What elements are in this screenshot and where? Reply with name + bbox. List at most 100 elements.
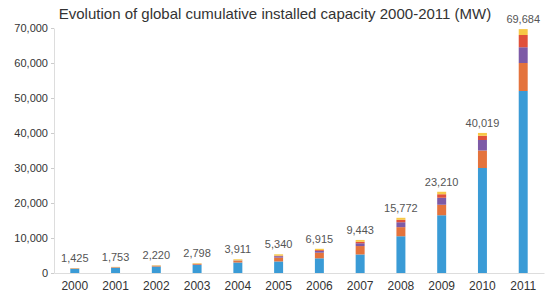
y-axis: 0 10,000 20,000 30,000 40,000 50,000 60,000 70,…: [14, 22, 54, 279]
y-tick-mark: [51, 133, 54, 134]
bar-segment: [233, 260, 242, 261]
total-label: 2,798: [183, 247, 211, 259]
y-axis-line: [54, 29, 55, 274]
bar-segment: [274, 254, 283, 255]
bar-segment: [152, 265, 161, 266]
bar-segment: [437, 194, 446, 198]
x-tick-label: 2000: [61, 279, 88, 293]
y-tick: 40,000: [14, 127, 54, 139]
x-tick-label: 2006: [306, 279, 333, 293]
bar-segment: [519, 29, 528, 35]
bar-segment: [315, 253, 324, 259]
y-tick-label: 30,000: [14, 162, 48, 174]
total-label: 1,753: [102, 251, 130, 263]
x-tick: 2007: [347, 273, 374, 293]
bar-segment: [356, 254, 365, 273]
bar-segment: [152, 265, 161, 266]
bar-segment: [111, 267, 120, 268]
bar-segment: [315, 250, 324, 252]
bar-segment: [274, 261, 283, 273]
x-tick: 2005: [265, 273, 292, 293]
y-tick-mark: [51, 203, 54, 204]
bar-segment: [519, 91, 528, 273]
total-label: 69,684: [506, 13, 540, 25]
bar-segment: [233, 261, 242, 262]
total-label: 1,425: [61, 252, 89, 264]
y-tick-label: 40,000: [14, 127, 48, 139]
bar-segment: [478, 136, 487, 140]
bar-segment: [478, 140, 487, 151]
bar-segment: [315, 251, 324, 253]
total-label: 9,443: [346, 224, 374, 236]
bar-segment: [478, 168, 487, 273]
total-label: 15,772: [384, 202, 418, 214]
y-tick-label: 50,000: [14, 92, 48, 104]
bar-segment: [111, 266, 120, 267]
bar-segment: [233, 259, 242, 260]
bar-segment: [437, 192, 446, 194]
y-tick: 20,000: [14, 197, 54, 209]
bar-segment: [437, 205, 446, 216]
bar-segment: [70, 268, 79, 269]
bar-segment: [356, 240, 365, 242]
chart: Evolution of global cumulative installed…: [0, 0, 550, 298]
title: Evolution of global cumulative installed…: [59, 5, 491, 22]
y-tick-mark: [51, 63, 54, 64]
bar-segment: [233, 260, 242, 261]
total-label: 6,915: [306, 233, 334, 245]
y-tick: 50,000: [14, 92, 54, 104]
bar-segment: [193, 263, 202, 264]
x-axis: 2000200120022003200420052006200720082009…: [55, 273, 545, 293]
bar-segment: [233, 263, 242, 274]
y-tick-mark: [51, 273, 54, 274]
bar-segment: [111, 268, 120, 273]
bar-segment: [519, 47, 528, 63]
x-tick-label: 2004: [225, 279, 252, 293]
x-tick: 2006: [306, 273, 333, 293]
bar-segment: [356, 246, 365, 254]
bar-segment: [396, 222, 405, 227]
y-tick-label: 70,000: [14, 22, 48, 34]
x-tick-label: 2002: [143, 279, 170, 293]
y-tick-label: 0: [42, 267, 48, 279]
y-tick-mark: [51, 168, 54, 169]
bar-segment: [111, 267, 120, 268]
y-tick-mark: [51, 238, 54, 239]
x-tick: 2010: [469, 273, 496, 293]
y-tick: 0: [42, 267, 54, 279]
bar-segment: [437, 215, 446, 273]
bar-segment: [193, 264, 202, 266]
y-tick-mark: [51, 28, 54, 29]
bar-segment: [437, 198, 446, 205]
bar-segment: [356, 242, 365, 243]
series: [70, 29, 527, 268]
x-tick-label: 2009: [428, 279, 455, 293]
bar-segment: [274, 255, 283, 257]
x-tick-label: 2010: [469, 279, 496, 293]
series: [70, 63, 527, 269]
y-tick: 30,000: [14, 162, 54, 174]
bar-segment: [396, 227, 405, 236]
total-label: 23,210: [425, 176, 459, 188]
x-tick-label: 2007: [347, 279, 374, 293]
x-tick: 2004: [225, 273, 252, 293]
bar-segment: [478, 151, 487, 169]
bar-segment: [274, 256, 283, 257]
bar-segment: [193, 263, 202, 264]
y-tick: 10,000: [14, 232, 54, 244]
bar-segment: [70, 268, 79, 269]
bar-segment: [152, 265, 161, 267]
x-tick: 2002: [143, 273, 170, 293]
x-tick-label: 2005: [265, 279, 292, 293]
bar-segment: [70, 269, 79, 273]
bar-segment: [193, 263, 202, 265]
y-tick: 60,000: [14, 57, 54, 69]
total-label: 3,911: [224, 243, 251, 255]
bar-segment: [152, 267, 161, 273]
total-label: 2,220: [143, 249, 171, 261]
total-labels: 1,4251,7532,2202,7983,9115,3406,9159,443…: [61, 13, 540, 264]
bar-segment: [315, 249, 324, 250]
bar-segment: [478, 133, 487, 136]
bar-segment: [396, 236, 405, 273]
x-axis-line: [55, 273, 545, 274]
